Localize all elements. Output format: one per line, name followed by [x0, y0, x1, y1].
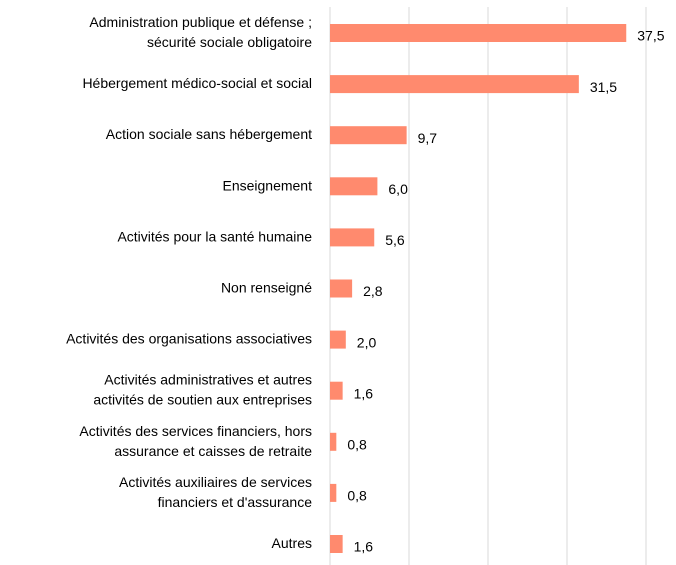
- value-label: 0,8: [347, 437, 367, 453]
- category-label-line: Enseignement: [222, 177, 312, 193]
- value-label: 31,5: [590, 79, 617, 95]
- category-label-line: Administration publique et défense ;: [89, 14, 312, 30]
- category-label: Activités auxiliaires de services financi…: [119, 474, 312, 510]
- value-label: 9,7: [418, 130, 438, 146]
- category-label: Activités pour la santé humaine: [117, 228, 312, 244]
- bar: [330, 177, 378, 196]
- category-label-line: Activités pour la santé humaine: [117, 228, 312, 244]
- value-label: 37,5: [637, 28, 664, 44]
- category-label-line: sécurité sociale obligatoire: [147, 34, 312, 50]
- category-label-line: Activités des organisations associatives: [66, 330, 312, 346]
- category-label-line: Activités des services financiers, hors: [79, 423, 312, 439]
- value-label: 5,6: [385, 232, 405, 248]
- value-label: 1,6: [354, 539, 374, 555]
- category-label: Activités administratives et autres activ…: [93, 371, 312, 407]
- category-label-line: financiers et d'assurance: [158, 494, 313, 510]
- bar: [330, 228, 375, 247]
- category-label-line: assurance et caisses de retraite: [114, 443, 312, 459]
- value-label: 1,6: [354, 385, 374, 401]
- category-label-line: Hébergement médico-social et social: [82, 75, 312, 91]
- category-label: Administration publique et défense ; sécu…: [89, 14, 312, 50]
- category-label: Enseignement: [222, 177, 312, 193]
- bar: [330, 535, 343, 553]
- category-label-line: Non renseigné: [221, 279, 312, 295]
- category-label: Action sociale sans hébergement: [106, 126, 312, 142]
- value-label: 2,8: [363, 283, 383, 299]
- bar: [330, 24, 627, 42]
- bar: [330, 126, 407, 145]
- category-label-line: Autres: [272, 535, 312, 551]
- bar: [330, 432, 337, 451]
- value-label: 6,0: [388, 181, 408, 197]
- bar: [330, 75, 579, 94]
- value-label: 2,0: [357, 334, 377, 350]
- category-label: Activités des services financiers, hors a…: [79, 423, 312, 459]
- bar: [330, 330, 346, 349]
- bar: [330, 483, 337, 502]
- category-label-line: Activités auxiliaires de services: [119, 474, 312, 490]
- bar: [330, 381, 343, 400]
- bar: [330, 279, 353, 298]
- category-label-line: Action sociale sans hébergement: [106, 126, 312, 142]
- category-label-line: activités de soutien aux entreprises: [93, 391, 312, 407]
- value-label: 0,8: [347, 488, 367, 504]
- category-label: Autres: [272, 535, 312, 551]
- category-label-line: Activités administratives et autres: [104, 371, 312, 387]
- category-label: Activités des organisations associatives: [66, 330, 312, 346]
- category-label: Hébergement médico-social et social: [82, 75, 312, 91]
- category-label: Non renseigné: [221, 279, 312, 295]
